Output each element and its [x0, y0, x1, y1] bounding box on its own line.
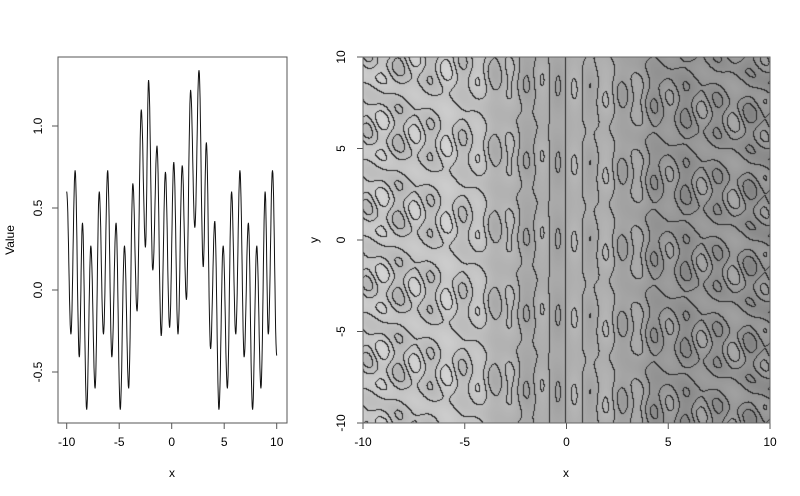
contour-image — [363, 57, 770, 423]
y-axis: -10 -5 0 5 10 — [334, 50, 364, 432]
y-tick-label: -10 — [334, 414, 348, 432]
line-plot: -10 -5 0 5 10 -0.5 0.0 0.5 1.0 x Value — [3, 56, 288, 480]
series-line — [66, 70, 278, 410]
x-axis-label: x — [169, 466, 175, 480]
x-tick-label: -10 — [354, 435, 372, 449]
y-axis-label: y — [307, 237, 321, 243]
y-tick-label: 5 — [334, 145, 348, 152]
y-tick-label: -5 — [334, 326, 348, 337]
x-tick-label: 0 — [563, 435, 570, 449]
y-tick-label: 10 — [334, 50, 348, 64]
x-tick-label: 5 — [221, 435, 228, 449]
y-axis: -0.5 0.0 0.5 1.0 — [31, 117, 59, 382]
x-axis: -10 -5 0 5 10 — [354, 422, 777, 449]
y-tick-label: 1.0 — [31, 117, 45, 134]
x-axis-label: x — [563, 466, 569, 480]
x-tick-label: -5 — [459, 435, 470, 449]
plot-frame — [57, 56, 288, 424]
y-tick-label: 0.5 — [31, 199, 45, 216]
x-tick-label: 10 — [763, 435, 777, 449]
y-tick-label: -0.5 — [31, 361, 45, 382]
y-tick-label: 0.0 — [31, 281, 45, 298]
x-axis: -10 -5 0 5 10 — [58, 422, 284, 449]
y-tick-label: 0 — [334, 236, 348, 243]
x-tick-label: 5 — [665, 435, 672, 449]
x-tick-label: -10 — [58, 435, 76, 449]
x-tick-label: 0 — [168, 435, 175, 449]
y-axis-label: Value — [3, 225, 17, 255]
x-tick-label: 10 — [270, 435, 284, 449]
x-tick-label: -5 — [114, 435, 125, 449]
